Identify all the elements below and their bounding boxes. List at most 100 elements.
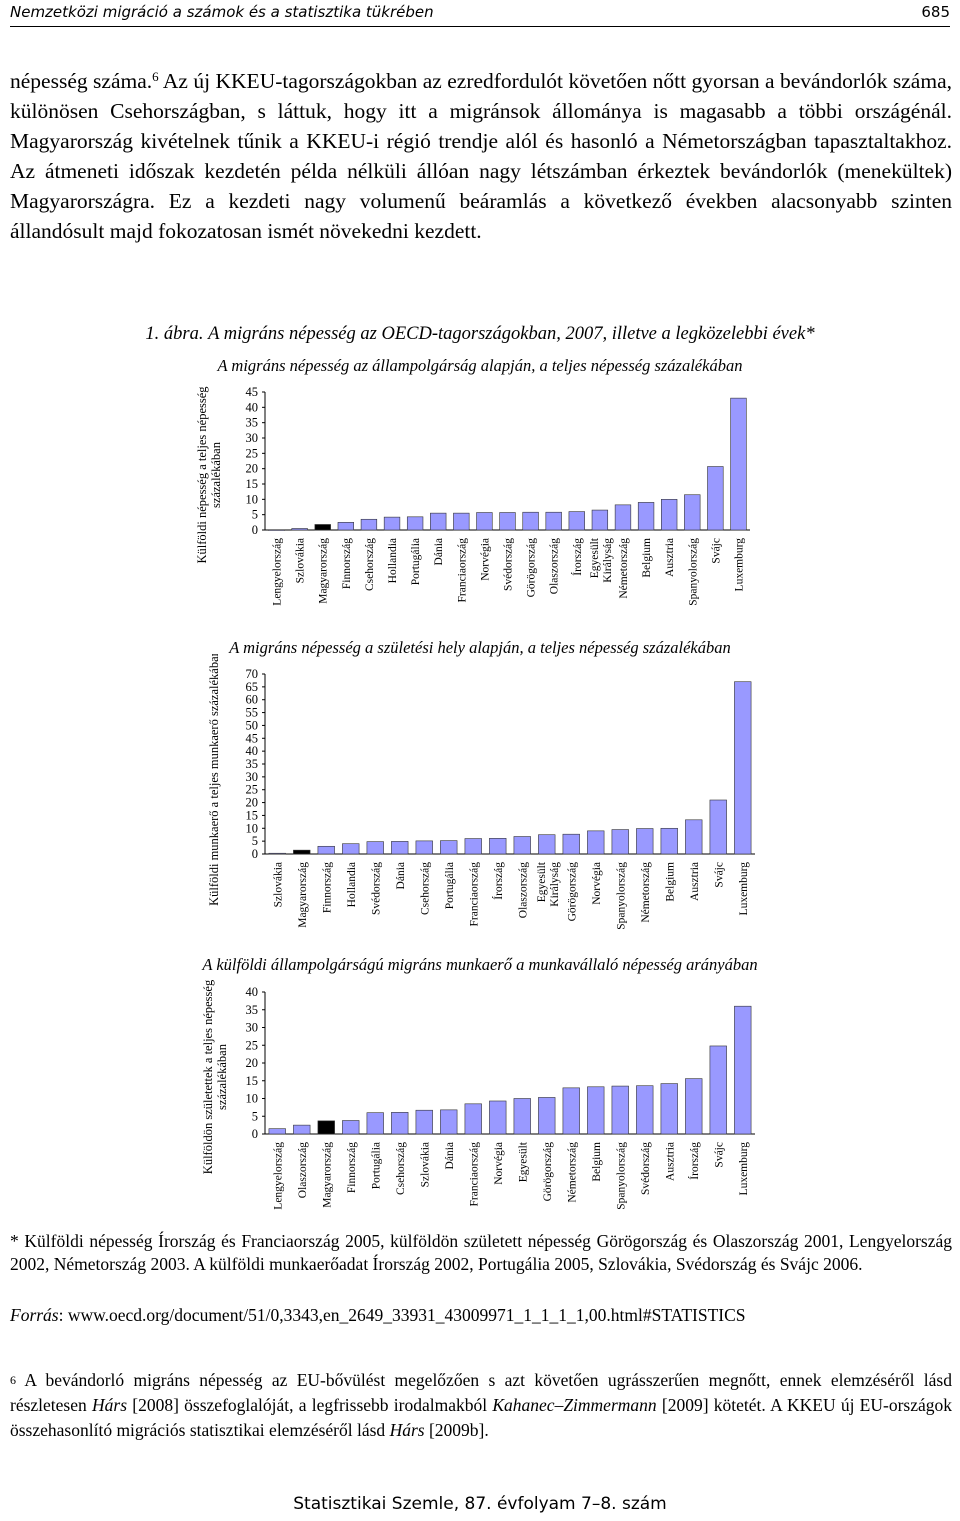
- source-url[interactable]: : www.oecd.org/document/51/0,3343,en_264…: [58, 1305, 746, 1325]
- category-label: Olaszország: [297, 1142, 309, 1198]
- bar-2: [291, 528, 308, 531]
- category-label: Görögország: [566, 862, 578, 922]
- chart3-title: A külföldi állampolgárságú migráns munka…: [202, 955, 758, 974]
- category-label: Olaszország: [549, 538, 561, 594]
- category-label: Szlovákia: [295, 538, 307, 583]
- category-label: Luxemburg: [738, 862, 750, 916]
- bar-21: [730, 397, 747, 531]
- category-label: Belgium: [664, 862, 676, 902]
- y-tick-label: 40: [246, 400, 259, 414]
- bar-3: [317, 845, 335, 855]
- category-label: Luxemburg: [738, 1142, 750, 1196]
- category-label: Magyarország: [321, 1142, 333, 1208]
- category-label: Norvégia: [591, 862, 603, 905]
- y-tick-label: 30: [246, 431, 259, 445]
- fn6-text-2: [2008] összefoglalóját, a legfrissebb ir…: [127, 1395, 493, 1415]
- category-label: Írország: [687, 1142, 701, 1180]
- y-tick-label: 55: [246, 706, 259, 720]
- bar-19: [709, 799, 727, 855]
- y-tick-label: 25: [246, 1038, 259, 1052]
- bar-14: [587, 1086, 605, 1135]
- category-label: Lengyelország: [272, 538, 284, 606]
- bar-5: [360, 518, 378, 531]
- category-label: Magyarország: [297, 862, 309, 928]
- category-label: Egyesült: [517, 1141, 529, 1182]
- body-paragraph: népesség száma.6 Az új KKEU-tagországokb…: [10, 66, 952, 246]
- y-tick-label: 15: [246, 1074, 259, 1088]
- bar-9: [464, 838, 482, 855]
- bar-4: [337, 522, 354, 531]
- body-lead: népesség száma.: [10, 69, 153, 93]
- bar-8: [430, 512, 447, 531]
- source-note: Forrás: www.oecd.org/document/51/0,3343,…: [10, 1304, 952, 1327]
- category-label: Dánia: [444, 1142, 456, 1169]
- category-label: Portugália: [444, 862, 456, 909]
- category-label: Németország: [618, 538, 630, 599]
- y-tick-label: 15: [246, 477, 259, 491]
- bar-5: [366, 1112, 384, 1135]
- category-label: Svájc: [713, 862, 725, 888]
- bar-17: [660, 827, 678, 855]
- y-tick-label: 35: [246, 416, 259, 430]
- footnote-6-mark: 6: [10, 1373, 16, 1387]
- bar-14: [587, 830, 605, 855]
- category-label: Ausztria: [689, 862, 701, 901]
- y-tick-label: 0: [252, 1127, 258, 1141]
- category-label: Franciaország: [468, 862, 480, 927]
- category-label: Svédország: [640, 1142, 652, 1195]
- category-label: Portugália: [370, 1142, 382, 1189]
- y-tick-label: 5: [252, 508, 258, 522]
- y-tick-label: 10: [246, 492, 259, 506]
- bar-19: [709, 1045, 727, 1135]
- y-tick-label: 25: [246, 446, 259, 460]
- y-tick-label: 50: [246, 718, 259, 732]
- category-label: Ausztria: [664, 1142, 676, 1181]
- y-tick-label: 45: [246, 731, 259, 745]
- running-foot: Statisztikai Szemle, 87. évfolyam 7–8. s…: [293, 1494, 667, 1514]
- category-label: Szlovákia: [419, 1142, 431, 1187]
- y-tick-label: 20: [246, 462, 259, 476]
- category-label: Németország: [640, 862, 652, 923]
- y-tick-label: 10: [246, 1092, 259, 1106]
- bar-7: [415, 1109, 433, 1135]
- bar-10: [489, 1100, 507, 1135]
- y-tick-label: 5: [252, 834, 258, 848]
- category-label: Norvégia: [479, 538, 491, 581]
- fn6-author-1: Hárs: [92, 1395, 128, 1415]
- footnote-ref[interactable]: 6: [152, 69, 159, 84]
- bar-11: [513, 836, 531, 855]
- figure-title: A migráns népesség az OECD-tagországokba…: [208, 324, 815, 344]
- bar-18: [685, 1078, 703, 1135]
- bar-18: [661, 499, 678, 531]
- running-head: Nemzetközi migráció a számok és a statis…: [10, 0, 950, 27]
- y-tick-label: 70: [246, 667, 259, 681]
- bar-15: [611, 829, 629, 855]
- chart2-title: A migráns népesség a születési hely alap…: [229, 638, 731, 657]
- bar-13: [545, 511, 562, 531]
- y-tick-label: 0: [252, 847, 258, 861]
- category-label: Lengyelország: [272, 1142, 284, 1210]
- category-label: Csehország: [419, 862, 431, 915]
- y-tick-label: 45: [246, 385, 259, 399]
- star-note: * Külföldi népesség Írország és Franciao…: [10, 1231, 952, 1274]
- category-label: Svédország: [370, 862, 382, 915]
- bar-9: [464, 1103, 482, 1135]
- bar-20: [734, 1005, 752, 1135]
- y-tick-label: 35: [246, 1003, 259, 1017]
- body-rest: Az új KKEU-tagországokban az ezredfordul…: [10, 69, 952, 243]
- bar-20: [734, 681, 752, 855]
- category-label: Szlovákia: [272, 862, 284, 907]
- y-axis-label: Külföldön születettek a teljes népességs…: [201, 979, 229, 1174]
- category-label: Görögország: [526, 538, 538, 598]
- category-label: Belgium: [591, 1142, 603, 1182]
- category-label: Csehország: [364, 538, 376, 591]
- category-label: Norvégia: [493, 1142, 505, 1185]
- category-label: Svédország: [503, 538, 515, 591]
- bar-4: [342, 1120, 360, 1135]
- category-label: Finnország: [341, 538, 353, 589]
- category-label: Spanyolország: [687, 538, 699, 606]
- bar-17: [637, 502, 655, 531]
- bar-16: [636, 828, 654, 855]
- bar-12: [522, 511, 539, 531]
